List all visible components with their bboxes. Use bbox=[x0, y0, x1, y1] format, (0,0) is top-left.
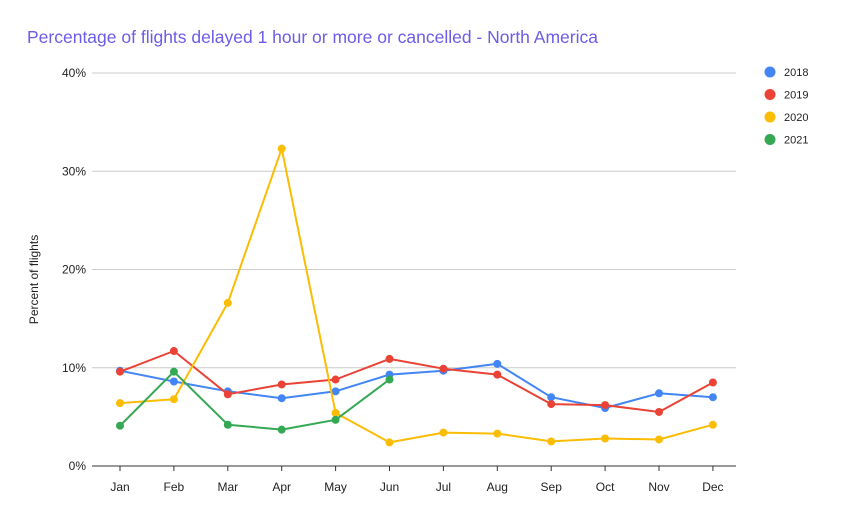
series-2019-point bbox=[331, 375, 340, 384]
legend-label: 2020 bbox=[784, 112, 808, 124]
x-tick-label: Dec bbox=[702, 480, 723, 494]
series-2020-point bbox=[116, 399, 124, 408]
series-2019-point bbox=[493, 370, 502, 379]
series-2018-point bbox=[169, 377, 178, 386]
legend-label: 2018 bbox=[784, 67, 808, 79]
series-2019-point bbox=[223, 390, 232, 399]
y-tick-label: 10% bbox=[62, 361, 86, 375]
legend-marker bbox=[764, 134, 776, 145]
y-tick-label: 30% bbox=[62, 164, 86, 178]
y-tick-label: 0% bbox=[69, 459, 87, 473]
legend-marker bbox=[764, 111, 776, 123]
series-2019-point bbox=[601, 401, 610, 410]
series-2021-point bbox=[277, 425, 286, 434]
series-2021-point bbox=[169, 367, 178, 376]
series-2019-point bbox=[547, 400, 556, 409]
series-2019-point bbox=[385, 354, 394, 363]
series-2018-point bbox=[331, 387, 340, 396]
series-2021-line bbox=[119, 370, 391, 431]
series-2019-point bbox=[169, 347, 178, 356]
series-2019-point bbox=[439, 364, 448, 373]
series-2020-point bbox=[708, 420, 717, 429]
x-tick-label: Jun bbox=[380, 480, 399, 494]
series-2021-point bbox=[385, 375, 394, 384]
legend-marker bbox=[764, 89, 776, 100]
series-2018-point bbox=[655, 389, 663, 398]
series-2020-point bbox=[385, 438, 394, 447]
y-axis-title: Percent of flights bbox=[27, 235, 41, 324]
series-2020-point bbox=[439, 428, 448, 437]
series-2020-point bbox=[331, 408, 340, 417]
series-2018-line bbox=[119, 362, 713, 409]
x-tick-label: Jul bbox=[436, 480, 451, 494]
x-tick-label: Oct bbox=[596, 480, 615, 494]
series-2018-point bbox=[547, 393, 556, 402]
series-2018-point bbox=[277, 394, 286, 403]
series-2020-line bbox=[119, 147, 714, 444]
x-tick-label: Mar bbox=[217, 480, 238, 494]
series-2020-point bbox=[223, 298, 232, 307]
x-tick-label: Apr bbox=[272, 480, 291, 494]
series-2020-point bbox=[655, 435, 663, 444]
chart-title: Percentage of flights delayed 1 hour or … bbox=[27, 27, 598, 47]
series-2019-point bbox=[116, 367, 124, 376]
x-tick-label: Nov bbox=[648, 480, 669, 494]
legend-label: 2021 bbox=[784, 135, 808, 147]
series-2019-point bbox=[277, 380, 286, 389]
y-tick-label: 40% bbox=[62, 66, 86, 80]
series-2021-point bbox=[116, 421, 124, 430]
series-2020-point bbox=[493, 429, 502, 438]
legend-label: 2019 bbox=[784, 90, 808, 102]
series-2021-point bbox=[331, 415, 340, 424]
legend-marker bbox=[764, 66, 776, 78]
series-2019-point bbox=[708, 378, 717, 387]
series-2018-point bbox=[493, 359, 502, 368]
series-2020-point bbox=[169, 395, 178, 404]
series-2021-point bbox=[223, 420, 232, 429]
series-2018-point bbox=[708, 393, 717, 402]
x-tick-label: Aug bbox=[487, 480, 508, 494]
x-tick-label: Feb bbox=[164, 480, 185, 494]
series-2019-line bbox=[119, 350, 714, 413]
series-2020-point bbox=[277, 144, 286, 153]
series-2019-point bbox=[655, 407, 663, 416]
x-tick-label: Sep bbox=[541, 480, 563, 494]
series-2020-point bbox=[547, 437, 556, 446]
x-tick-label: Jan bbox=[110, 480, 129, 494]
series-2020-point bbox=[601, 434, 610, 443]
y-tick-label: 20% bbox=[62, 263, 86, 277]
x-tick-label: May bbox=[324, 480, 347, 494]
